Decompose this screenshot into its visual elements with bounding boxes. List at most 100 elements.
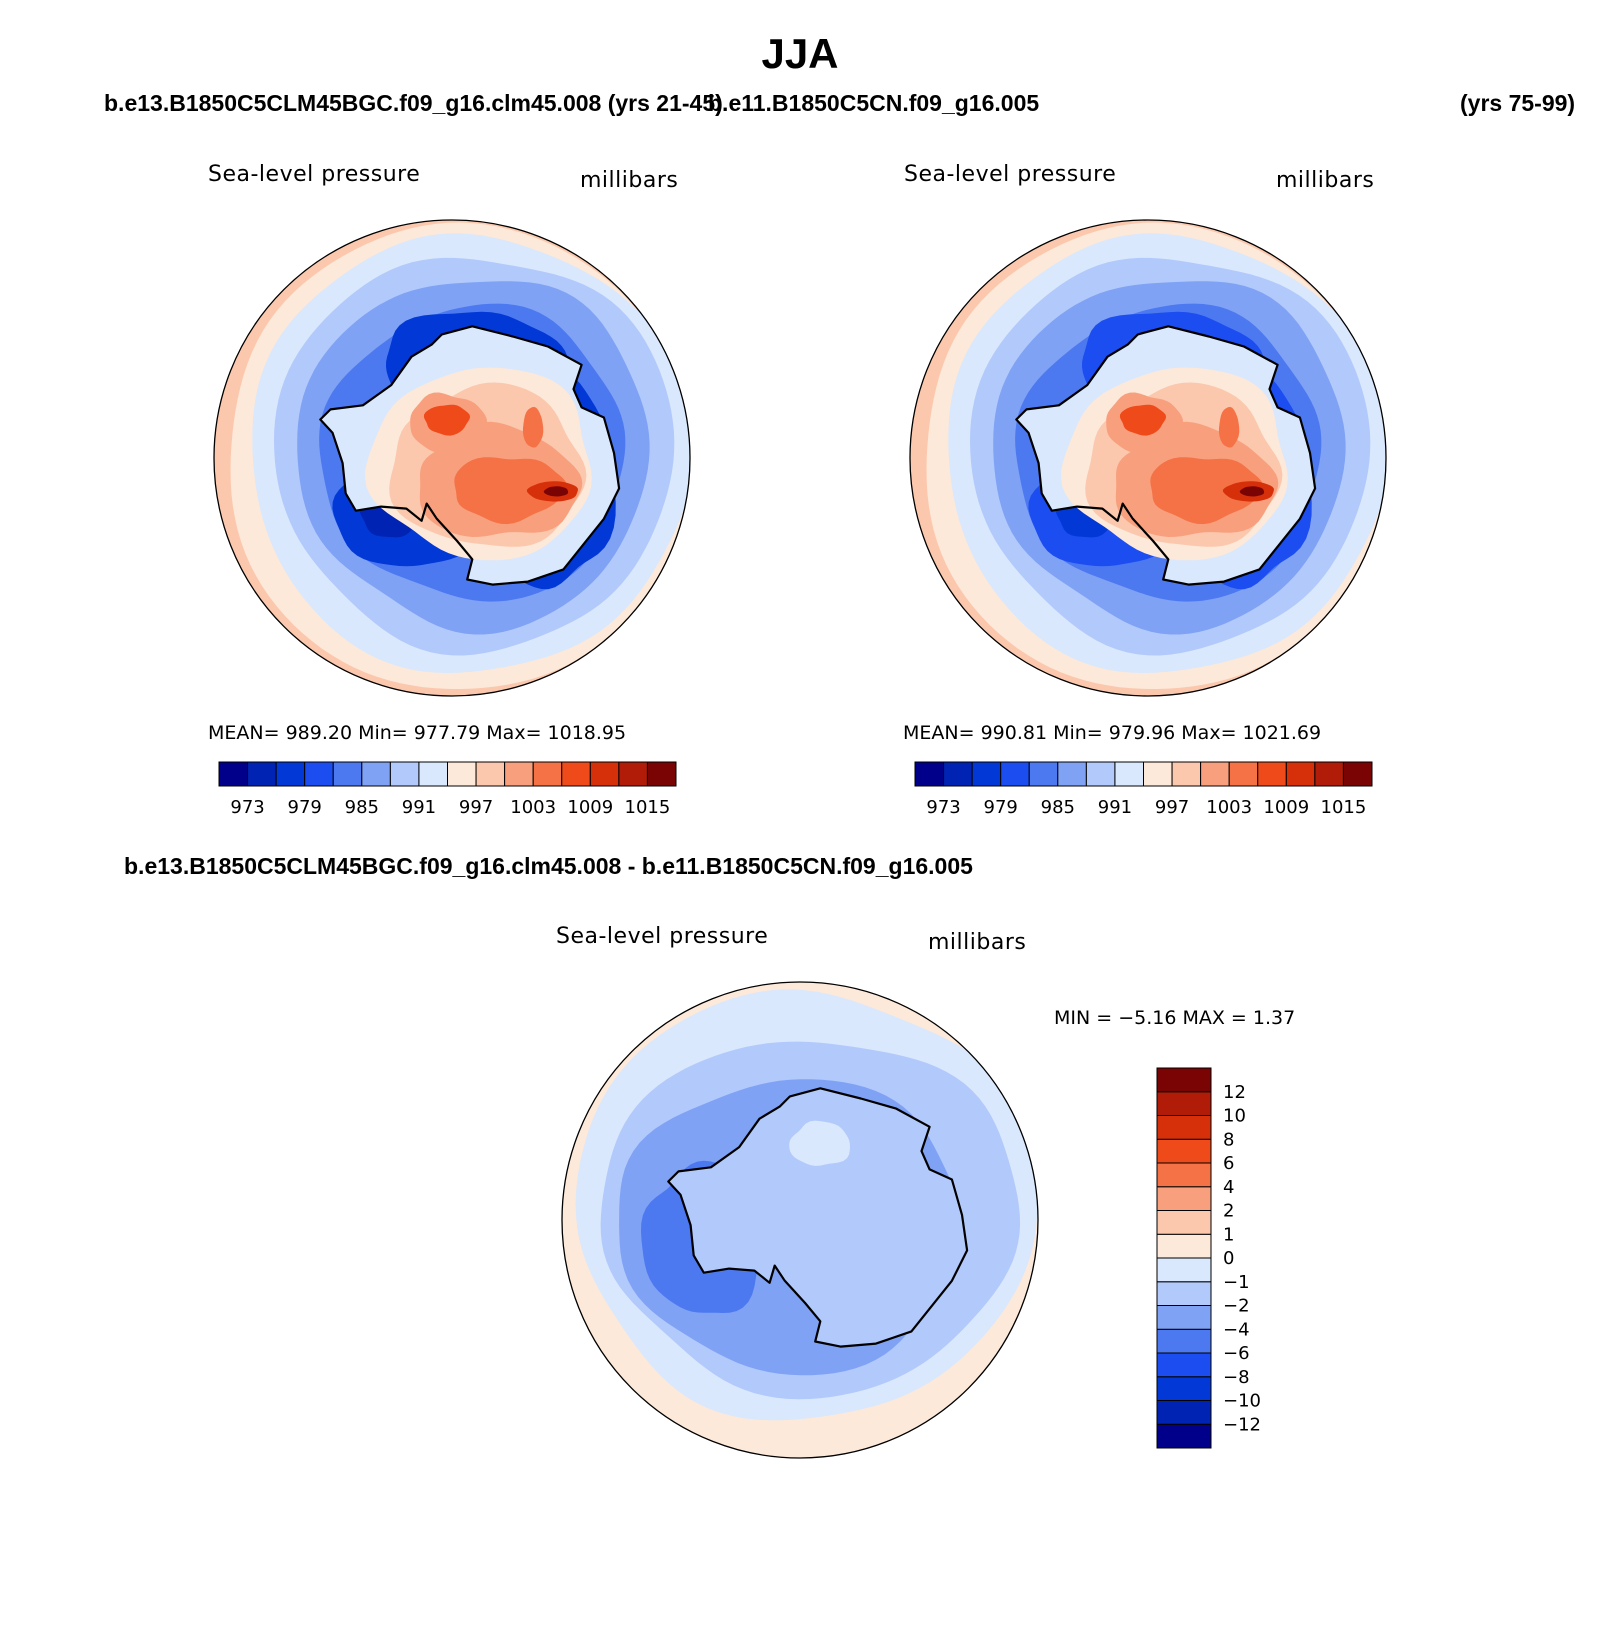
panel1-variable: Sea-level pressure: [208, 162, 421, 187]
colorbar-tick-label: 997: [459, 797, 493, 818]
colorbar-swatch: [1156, 1210, 1212, 1235]
colorbar-swatch: [1156, 1186, 1212, 1211]
colorbar-swatch: [361, 761, 391, 787]
high-max: [543, 486, 569, 497]
colorbar-swatch: [1143, 761, 1173, 787]
high-west-core: [423, 404, 471, 436]
colorbar-tick-label: 991: [1098, 797, 1132, 818]
colorbar-tick-label: 4: [1223, 1177, 1234, 1198]
colorbar-tick-label: 979: [288, 797, 322, 818]
colorbar-swatch: [1156, 1233, 1212, 1259]
colorbar-tick-label: 6: [1223, 1153, 1234, 1174]
high-ridge: [522, 406, 544, 448]
colorbar-swatch: [1085, 761, 1116, 787]
high-west-core: [1119, 404, 1167, 436]
map-border: [561, 981, 1039, 1459]
colorbar-tick-label: −1: [1223, 1272, 1250, 1293]
colorbar-tick-label: −12: [1223, 1414, 1261, 1435]
colorbar-swatch: [646, 761, 677, 787]
panel1-units: millibars: [580, 168, 679, 193]
colorbar-2: 973 979 985 991 997 1003 1009 1015: [914, 761, 1373, 818]
panel3-units: millibars: [928, 930, 1027, 955]
colorbar-tick-label: 973: [926, 797, 960, 818]
colorbar-tick-label: 8: [1223, 1129, 1234, 1150]
colorbar-swatch: [1057, 761, 1087, 787]
colorbar-tick-label: 985: [345, 797, 379, 818]
colorbar-swatch: [1257, 761, 1287, 787]
contour-field-2: [910, 220, 1386, 696]
colorbar-swatch: [1228, 761, 1259, 787]
colorbar-swatch: [1000, 761, 1030, 787]
colorbar-tick-label: 1015: [625, 797, 671, 818]
colorbar-swatch: [218, 761, 249, 787]
colorbar-swatch: [1156, 1328, 1212, 1354]
high-1009: [454, 457, 567, 525]
panel2-units: millibars: [1276, 168, 1375, 193]
colorbar-swatch: [561, 761, 591, 787]
map-border: [909, 219, 1387, 697]
panel3-variable: Sea-level pressure: [556, 924, 769, 949]
colorbar-tick-label: −10: [1223, 1391, 1261, 1412]
map-border: [213, 219, 691, 697]
colorbar-swatch: [1314, 761, 1344, 787]
colorbar-swatch: [914, 761, 945, 787]
colorbar-swatch: [1156, 1067, 1212, 1093]
diff-title: b.e13.B1850C5CLM45BGC.f09_g16.clm45.008 …: [124, 853, 973, 879]
panel3-stats: MIN = −5.16 MAX = 1.37: [1054, 1007, 1296, 1029]
colorbar-tick-label: 1009: [567, 797, 613, 818]
colorbar-tick-label: 997: [1155, 797, 1189, 818]
colorbar-swatch: [1156, 1091, 1212, 1116]
map-panel-2: [909, 219, 1387, 697]
colorbar-tick-label: 991: [402, 797, 436, 818]
colorbar-swatch: [1114, 761, 1144, 787]
colorbar-swatch: [1156, 1281, 1212, 1306]
colorbar-swatch: [247, 761, 277, 787]
colorbar-swatch: [1156, 1138, 1212, 1164]
colorbar-swatch: [418, 761, 448, 787]
colorbar-tick-label: 1003: [510, 797, 556, 818]
page-title: JJA: [761, 30, 839, 77]
colorbar-swatch: [1156, 1162, 1212, 1188]
colorbar-swatch: [1156, 1352, 1212, 1378]
colorbar-tick-label: −6: [1223, 1343, 1250, 1364]
panel2-stats: MEAN= 990.81 Min= 979.96 Max= 1021.69: [903, 722, 1322, 744]
contour-field-3: [562, 982, 1038, 1458]
colorbar-swatch: [1342, 761, 1373, 787]
colorbar-swatch: [1156, 1423, 1212, 1449]
colorbar-swatch: [1156, 1115, 1212, 1140]
continent-diff: [668, 1088, 968, 1347]
panel2-variable: Sea-level pressure: [904, 162, 1117, 187]
colorbar-swatch: [389, 761, 420, 787]
colorbar-swatch: [589, 761, 620, 787]
colorbar-swatch: [1028, 761, 1059, 787]
colorbar-tick-label: −2: [1223, 1296, 1250, 1317]
colorbar-swatch: [504, 761, 534, 787]
colorbar-tick-label: 973: [230, 797, 264, 818]
colorbar-tick-label: −4: [1223, 1319, 1250, 1340]
colorbar-tick-label: 1015: [1321, 797, 1367, 818]
colorbar-tick-label: 10: [1223, 1106, 1246, 1127]
colorbar-swatch: [1156, 1305, 1212, 1330]
colorbar-swatch: [1171, 761, 1202, 787]
colorbar-tick-label: 2: [1223, 1201, 1234, 1222]
colorbar-swatch: [475, 761, 506, 787]
colorbar-swatch: [304, 761, 334, 787]
colorbar-swatch: [618, 761, 648, 787]
high-max: [1239, 486, 1265, 497]
coastline: [1015, 325, 1317, 586]
colorbar-swatch: [1200, 761, 1230, 787]
colorbar-tick-label: 0: [1223, 1248, 1234, 1269]
colorbar-swatch: [532, 761, 563, 787]
high-ridge: [1218, 406, 1240, 448]
colorbar-swatch: [1156, 1376, 1212, 1401]
map-panel-1: [213, 219, 691, 697]
colorbar-swatch: [447, 761, 477, 787]
colorbar-swatch: [1285, 761, 1316, 787]
colorbar-tick-label: 1009: [1263, 797, 1309, 818]
map-panel-3: [561, 981, 1039, 1459]
colorbar-tick-label: −8: [1223, 1367, 1250, 1388]
patch-small: [789, 1120, 850, 1166]
colorbar-tick-label: 979: [984, 797, 1018, 818]
contour-field-1: [214, 220, 690, 696]
